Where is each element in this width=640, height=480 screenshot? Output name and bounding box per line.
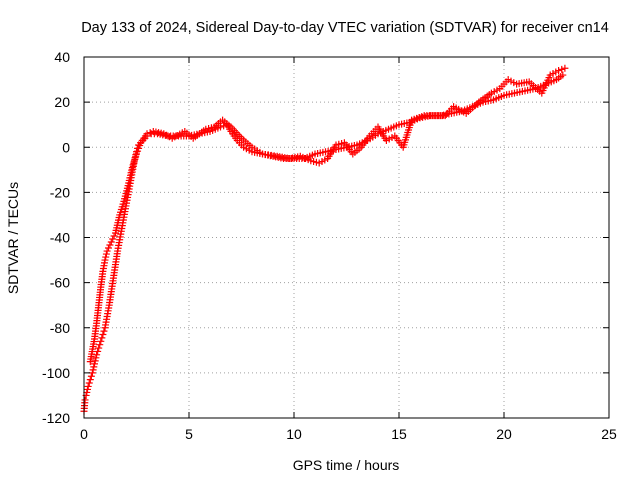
data-point xyxy=(98,334,106,342)
data-series xyxy=(86,64,569,366)
data-point xyxy=(86,376,94,384)
data-point xyxy=(103,247,111,255)
data-series xyxy=(80,71,567,415)
x-tick-label: 20 xyxy=(496,426,512,442)
data-points xyxy=(80,64,569,415)
plot-frame xyxy=(83,56,610,419)
y-tick-label: 20 xyxy=(54,94,70,110)
y-tick-label: -60 xyxy=(50,275,70,291)
chart-title: Day 133 of 2024, Sidereal Day-to-day VTE… xyxy=(81,20,609,36)
data-point xyxy=(95,344,103,352)
data-point xyxy=(87,372,95,380)
data-point xyxy=(559,71,567,79)
data-point xyxy=(89,366,97,374)
axis-ticks: 0 5 10 15 20 25 -120 -100 -80 -60 -40 -20 0 20 40 xyxy=(42,49,617,442)
x-tick-label: 25 xyxy=(601,426,617,442)
x-tick-label: 5 xyxy=(185,426,193,442)
data-point xyxy=(561,64,569,72)
y-tick-label: -20 xyxy=(50,184,70,200)
data-point xyxy=(102,253,110,261)
x-axis-label: GPS time / hours xyxy=(293,457,400,473)
grid-lines xyxy=(84,57,609,418)
y-tick-label: 0 xyxy=(62,139,70,155)
data-point xyxy=(88,369,96,377)
data-point xyxy=(107,238,115,246)
y-tick-label: -80 xyxy=(50,320,70,336)
y-tick-label: 40 xyxy=(54,49,70,65)
data-point xyxy=(105,244,112,252)
data-point xyxy=(101,256,109,264)
x-tick-label: 10 xyxy=(286,426,302,442)
data-point xyxy=(93,351,101,359)
data-point xyxy=(91,357,99,365)
data-point xyxy=(90,363,98,371)
x-tick-label: 15 xyxy=(391,426,407,442)
y-axis-label: SDTVAR / TECUs xyxy=(5,182,21,294)
data-point xyxy=(91,360,98,368)
y-tick-label: -120 xyxy=(42,410,70,426)
x-tick-label: 0 xyxy=(80,426,88,442)
data-point xyxy=(92,354,100,362)
data-point xyxy=(102,250,110,258)
data-point xyxy=(85,379,93,387)
data-point xyxy=(110,232,118,240)
data-point xyxy=(109,235,117,243)
data-point xyxy=(81,396,89,404)
data-point xyxy=(99,331,107,339)
data-point xyxy=(84,382,92,390)
data-point xyxy=(555,67,563,75)
data-point xyxy=(143,130,151,138)
data-point xyxy=(97,337,105,345)
data-point xyxy=(96,341,104,349)
y-tick-label: -100 xyxy=(42,365,70,381)
data-point xyxy=(84,385,91,393)
data-point xyxy=(558,65,566,73)
y-tick-label: -40 xyxy=(50,230,70,246)
data-point xyxy=(100,327,108,335)
data-point xyxy=(106,241,114,249)
